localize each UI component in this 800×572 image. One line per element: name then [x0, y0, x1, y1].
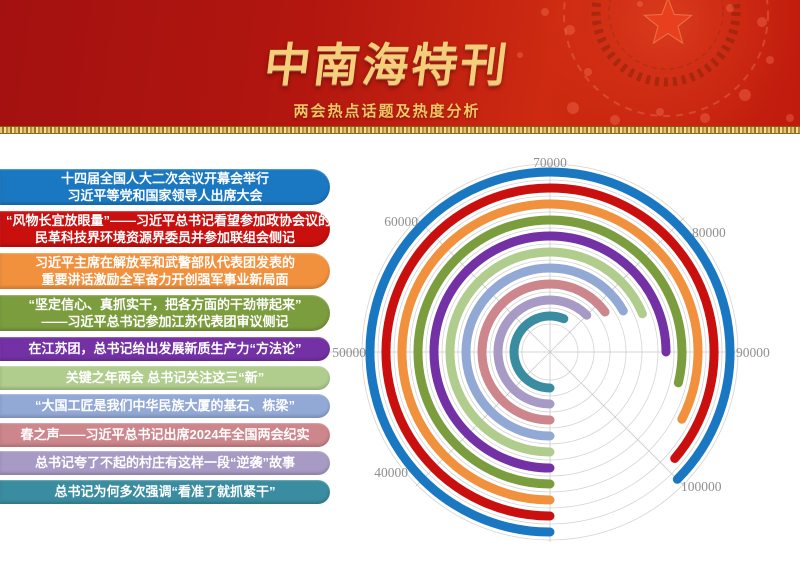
topic-bar-2: “风物长宜放眼量”——习近平总书记看望参加政协会议的民革科技界环境资源界委员并参… [0, 211, 332, 247]
emblem-scallop-ring [563, 0, 769, 117]
topic-bar-label: 关键之年两会 总书记关注这三“新” [65, 369, 265, 385]
heat-arc-3 [397, 199, 703, 505]
heat-arc-2 [381, 183, 719, 521]
topic-bar-3: 习近平主席在解放军和武警部队代表团发表的 重要讲话激励全军奋力开创强军事业新局面 [0, 253, 330, 289]
heat-arc-5 [429, 231, 671, 473]
topic-bar-1: 十四届全国人大二次会议开幕会举行 习近平等党和国家领导人出席大会 [0, 169, 330, 205]
topic-bar-label: 在江苏团，总书记给出发展新质生产力“方法论” [28, 341, 302, 356]
header-banner: 中南海特刊 两会热点话题及热度分析 [0, 0, 800, 134]
tick-label-60000: 60000 [384, 214, 418, 229]
topic-bar-label: 习近平等党和国家领导人出席大会 [67, 188, 263, 203]
topic-bar-7: “大国工匠是我们中华民族大厦的基石、栋梁” [0, 394, 330, 418]
topic-bar-label: ——习近平总书记参加江苏代表团审议侧记 [41, 314, 289, 329]
topic-bar-8: 春之声——习近平总书记出席2024年全国两会纪实 [0, 422, 330, 447]
heat-arc-6 [445, 247, 647, 457]
topic-bar-label: 民革科技界环境资源界委员并参加联组会侧记 [34, 230, 295, 245]
gold-border [0, 126, 800, 134]
star-icon [642, 0, 694, 45]
topic-bar-label: 习近平主席在解放军和武警部队代表团发表的 [34, 255, 295, 270]
topic-bar-9: 总书记夸了不起的村庄有这样一段“逆袭”故事 [0, 451, 330, 475]
chart-value-arcs [365, 167, 735, 537]
emblem-glow [536, 0, 800, 134]
tick-label-100000: 100000 [681, 479, 722, 494]
topic-bar-label: “大国工匠是我们中华民族大厦的基石、栋梁” [34, 398, 295, 413]
topic-bar-6: 关键之年两会 总书记关注这三“新” [0, 365, 330, 390]
heat-arc-9 [493, 295, 592, 409]
chart-tick-labels: 40000 50000 60000 70000 80000 90000 100000 [332, 155, 770, 494]
tick-label-50000: 50000 [332, 345, 366, 360]
tick-label-90000: 90000 [736, 345, 770, 360]
heat-arc-4 [413, 215, 687, 489]
topic-list: 十四届全国人大二次会议开幕会举行 习近平等党和国家领导人出席大会 “风物长宜放眼量”… [0, 169, 332, 508]
topic-bar-10: 总书记为何多次强调“看准了就抓紧干” [0, 479, 330, 504]
topic-bar-label: 重要讲话激励全军奋力开创强军事业新局面 [41, 272, 289, 287]
heat-arc-8 [477, 279, 610, 425]
page-subtitle: 两会热点话题及热度分析 [293, 102, 481, 120]
topic-bar-label: 十四届全国人大二次会议开幕会举行 [60, 171, 269, 186]
tick-label-80000: 80000 [692, 225, 726, 240]
tick-label-70000: 70000 [533, 155, 567, 170]
topic-bar-label: 总书记夸了不起的村庄有这样一段“逆袭”故事 [34, 455, 295, 470]
tick-label-40000: 40000 [374, 465, 408, 480]
heat-arc-10 [509, 311, 569, 393]
topic-bar-label: “风物长宜放眼量”——习近平总书记看望参加政协会议的 [6, 213, 332, 228]
topic-bar-4: “坚定信心、真抓实干，把各方面的干劲带起来” ——习近平总书记参加江苏代表团审议侧… [0, 295, 330, 331]
topic-bar-label: 春之声——习近平总书记出席2024年全国两会纪实 [20, 426, 310, 442]
header-text-block: 中南海特刊 两会热点话题及热度分析 [0, 39, 800, 121]
emblem-wreath-ring [591, 0, 741, 87]
topic-bar-5: 在江苏团，总书记给出发展新质生产力“方法论” [0, 337, 330, 361]
topic-bar-label: 总书记为何多次强调“看准了就抓紧干” [54, 483, 276, 499]
heat-arc-7 [461, 263, 628, 441]
header-dots [517, 1, 794, 125]
national-emblem-decoration [517, 0, 800, 134]
topic-bar-label: “坚定信心、真抓实干，把各方面的干劲带起来” [28, 297, 302, 312]
emblem-inner-ring [608, 0, 724, 70]
heat-arc-1 [365, 167, 735, 537]
